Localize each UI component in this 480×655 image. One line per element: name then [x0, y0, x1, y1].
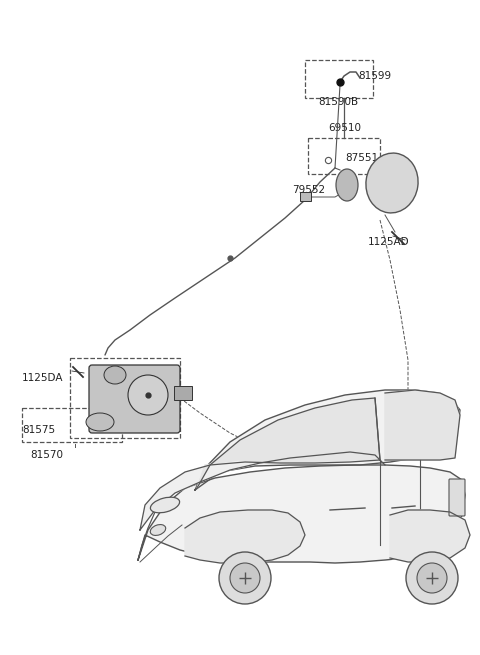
Text: 1125AD: 1125AD — [368, 237, 409, 247]
Text: 1125DA: 1125DA — [22, 373, 63, 383]
Ellipse shape — [150, 525, 166, 535]
Polygon shape — [138, 465, 465, 563]
Ellipse shape — [150, 497, 180, 513]
Bar — [22, 408, 122, 442]
Text: 81590B: 81590B — [318, 97, 358, 107]
Ellipse shape — [336, 169, 358, 201]
Bar — [174, 386, 192, 400]
Polygon shape — [195, 390, 460, 490]
Text: 81575: 81575 — [22, 425, 55, 435]
Ellipse shape — [366, 153, 418, 213]
FancyBboxPatch shape — [89, 365, 180, 433]
Circle shape — [406, 552, 458, 604]
Circle shape — [230, 563, 260, 593]
Ellipse shape — [86, 413, 114, 431]
Polygon shape — [390, 510, 470, 562]
Ellipse shape — [104, 366, 126, 384]
Circle shape — [417, 563, 447, 593]
Bar — [305, 60, 373, 98]
Text: 87551: 87551 — [345, 153, 378, 163]
Circle shape — [128, 375, 168, 415]
Polygon shape — [385, 390, 460, 460]
Text: 81570: 81570 — [30, 450, 63, 460]
Polygon shape — [140, 452, 380, 530]
Text: 81599: 81599 — [358, 71, 391, 81]
Text: 69510: 69510 — [328, 123, 361, 133]
Circle shape — [219, 552, 271, 604]
Polygon shape — [197, 398, 380, 488]
Bar — [70, 358, 180, 438]
Text: 79552: 79552 — [292, 185, 325, 195]
Bar — [308, 138, 380, 174]
Polygon shape — [185, 510, 305, 563]
FancyBboxPatch shape — [449, 479, 465, 516]
Bar — [300, 192, 311, 201]
